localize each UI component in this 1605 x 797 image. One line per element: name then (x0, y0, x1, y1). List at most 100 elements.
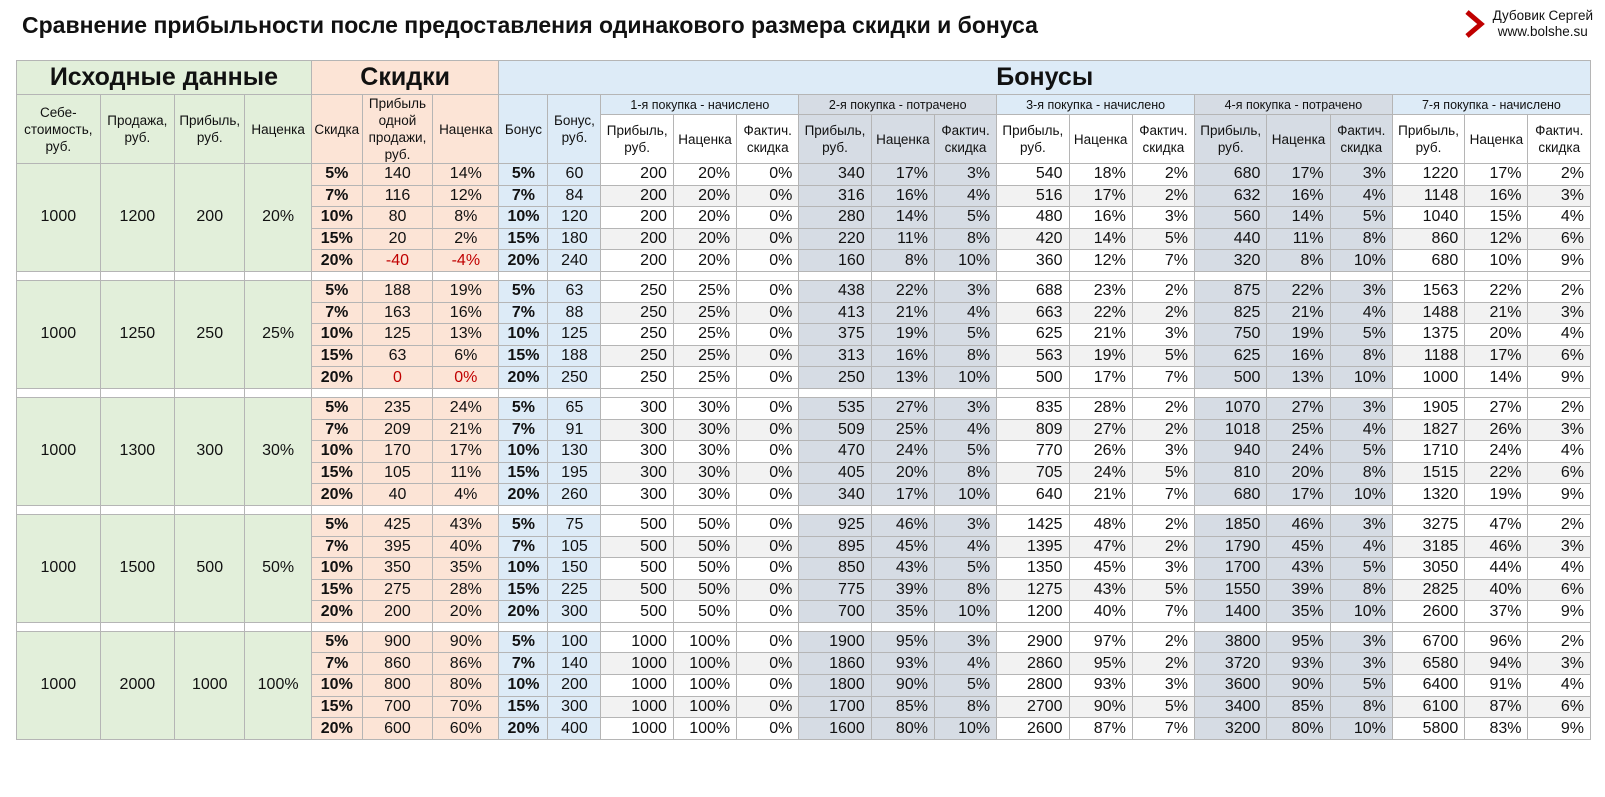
purchase-4-markup-cell: 11% (1266, 227, 1331, 251)
purchase-5-actual-discount-cell: 2% (1527, 163, 1591, 186)
purchase-2-actual-discount-cell: 3% (933, 396, 998, 420)
page-title: Сравнение прибыльности после предоставле… (22, 12, 1038, 38)
separator-cell (1329, 504, 1393, 515)
purchase-5-profit-cell: 1563 (1391, 279, 1466, 303)
purchase-4-actual-discount-cell: 8% (1329, 695, 1393, 719)
purchase-3-actual-discount-cell: 2% (1131, 184, 1196, 208)
purchase-5-actual-discount-cell: 2% (1527, 279, 1591, 303)
purchase-3-markup-cell: 45% (1068, 557, 1133, 580)
purchase-3-markup-cell: 40% (1068, 600, 1133, 623)
separator-cell (174, 504, 246, 515)
discount-markup-cell: 19% (432, 279, 500, 303)
purchase-3-actual-discount-cell: 2% (1131, 630, 1196, 654)
separator-cell (870, 387, 935, 398)
purchase-2-markup-cell: 20% (870, 461, 935, 485)
purchase-5-actual-discount-cell: 4% (1527, 674, 1591, 697)
purchase-1-profit-cell: 1000 (600, 717, 674, 740)
discount-profit-cell: 140 (361, 163, 434, 186)
purchase-2-profit-cell: 220 (798, 227, 872, 251)
separator-cell (174, 387, 246, 398)
purchase-4-profit-cell: 875 (1193, 279, 1268, 303)
purchase-4-actual-discount-cell: 3% (1329, 652, 1393, 676)
purchase-1-header: 1-я покупка - начислено (600, 93, 800, 116)
purchase-5-markup-cell: 20% (1464, 323, 1529, 346)
separator-cell (1329, 621, 1393, 632)
purchase-4-markup-cell: 39% (1266, 578, 1331, 602)
purchase-3-markup-cell: 22% (1068, 301, 1133, 325)
discount-profit-cell: 425 (361, 513, 434, 537)
purchase-1-profit-cell: 250 (600, 366, 674, 389)
purchase-3-profit-cell: 809 (996, 418, 1070, 442)
purchase-5-markup-cell: 37% (1464, 600, 1529, 623)
bonus-rub-cell: 130 (547, 440, 602, 463)
purchase-1-profit-cell: 300 (600, 440, 674, 463)
purchase-4-profit-cell: 1790 (1193, 535, 1268, 559)
purchase-2-profit-cell: 375 (798, 323, 872, 346)
purchase-3-actual-discount-cell: 7% (1131, 366, 1196, 389)
bonus-rub-cell: 188 (547, 344, 602, 368)
purchase-2-markup-cell: 24% (870, 440, 935, 463)
separator-cell (16, 504, 101, 515)
purchase-3-markup-cell: 12% (1068, 249, 1133, 272)
purchase-1-actual-discount-cell: 0% (736, 279, 800, 303)
bonus-rub-cell: 150 (547, 557, 602, 580)
purchase-5-actual-discount-cell: 6% (1527, 227, 1591, 251)
purchase-5-actual-discount-cell: 9% (1527, 600, 1591, 623)
purchase-5-markup-cell: 91% (1464, 674, 1529, 697)
bonus-rub-cell: 195 (547, 461, 602, 485)
discount-profit-cell: 63 (361, 344, 434, 368)
purchase-5-actual-discount-cell: 4% (1527, 440, 1591, 463)
separator-cell (1464, 504, 1529, 515)
base-cost-cell: 1000 (16, 163, 101, 272)
separator-cell (498, 504, 549, 515)
separator-cell (1193, 270, 1268, 281)
discount-markup-cell: 12% (432, 184, 500, 208)
discount-pct-cell: 5% (310, 630, 363, 654)
purchase-3-actual-discount-cell: 7% (1131, 600, 1196, 623)
purchase-3-profit-cell: 1350 (996, 557, 1070, 580)
separator-cell (16, 270, 101, 281)
base-cost-cell: 1000 (16, 513, 101, 623)
purchase-5-profit-cell: 1000 (1391, 366, 1466, 389)
discount-markup-cell: 24% (432, 396, 500, 420)
purchase-1-actual-discount-cell: 0% (736, 674, 800, 697)
purchase-1-profit-cell: 200 (600, 184, 674, 208)
purchase-3-actual-discount-cell: 7% (1131, 483, 1196, 506)
separator-cell (1464, 387, 1529, 398)
purchase-2-actual-discount-cell: 8% (933, 695, 998, 719)
purchase-2-profit-cell: 470 (798, 440, 872, 463)
purchase-3-profit-cell: 563 (996, 344, 1070, 368)
separator-cell (498, 621, 549, 632)
purchase-2-actual-discount-cell: 10% (933, 249, 998, 272)
separator-cell (361, 387, 434, 398)
purchase-2-actual-discount-cell: 10% (933, 600, 998, 623)
purchase-1-markup-cell: 100% (672, 717, 738, 740)
discount-markup-cell: 28% (432, 578, 500, 602)
group-separator (16, 504, 1591, 515)
bonus-pct-cell: 20% (498, 483, 549, 506)
discount-markup-cell: 17% (432, 440, 500, 463)
base-cost-cell: 1000 (16, 279, 101, 389)
purchase-3-profit-cell: 420 (996, 227, 1070, 251)
purchase-5-profit-cell: 1827 (1391, 418, 1466, 442)
purchase-3-profit-cell: 705 (996, 461, 1070, 485)
separator-cell (1266, 270, 1331, 281)
separator-cell (174, 621, 246, 632)
separator-cell (933, 621, 998, 632)
purchase-3-profit-cell: 540 (996, 163, 1070, 186)
purchase-4-markup-cell: 45% (1266, 535, 1331, 559)
discount-pct-cell: 5% (310, 163, 363, 186)
separator-cell (1068, 270, 1133, 281)
purchase-2-actual-discount-header: Фактич. скидка (933, 114, 998, 164)
purchase-3-profit-cell: 835 (996, 396, 1070, 420)
purchase-3-actual-discount-cell: 5% (1131, 344, 1196, 368)
base-profit-cell: 1000 (174, 630, 246, 740)
bonus-rub-cell: 65 (547, 396, 602, 420)
col-discount: Скидка (310, 94, 363, 164)
bonus-pct-cell: 15% (498, 227, 549, 251)
discount-markup-cell: 0% (432, 366, 500, 389)
discount-pct-cell: 5% (310, 279, 363, 303)
table-row: 7% 860 86% 7% 140 1000 100% 0% 1860 93% 4% 2860 95% 2… (17, 652, 1591, 676)
separator-cell (547, 270, 602, 281)
purchase-4-actual-discount-cell: 5% (1329, 323, 1393, 346)
